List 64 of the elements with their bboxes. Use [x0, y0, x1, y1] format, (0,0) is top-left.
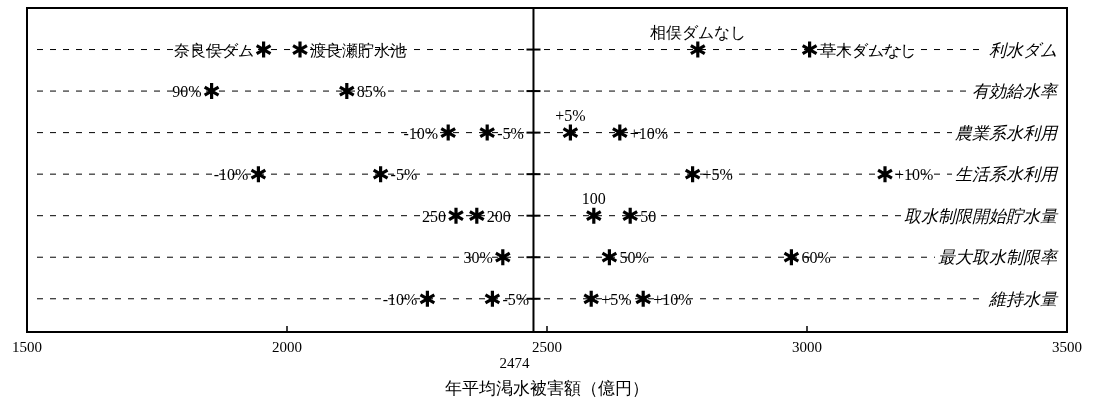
- point: [801, 39, 819, 60]
- point: [684, 164, 702, 184]
- annotation: +5%: [555, 106, 586, 124]
- point: [876, 164, 894, 184]
- point: [255, 39, 273, 60]
- point: [291, 39, 309, 60]
- annotation: 200: [486, 207, 511, 225]
- y-tick-label: 維持水量: [988, 289, 1059, 309]
- point: [582, 289, 600, 309]
- x-tick-label: 2500: [532, 339, 562, 355]
- point: [621, 206, 639, 226]
- y-tick-label: 有効給水率: [972, 82, 1059, 102]
- annotation: 渡良瀬貯水池: [310, 41, 406, 59]
- annotation: 30%: [463, 249, 493, 267]
- annotation: +10%: [895, 166, 934, 184]
- point: [782, 247, 800, 267]
- xlabel: 年平均渇水被害額（億円）: [445, 379, 649, 398]
- point: [447, 206, 465, 226]
- annotation: +5%: [601, 290, 632, 308]
- annotation: -5%: [502, 290, 530, 308]
- x-tick-label: 2000: [272, 339, 302, 355]
- annotation: 50: [640, 207, 657, 225]
- point: [634, 289, 652, 309]
- point: [494, 247, 512, 267]
- point: [600, 247, 618, 267]
- x-tick-label: 3500: [1052, 339, 1082, 355]
- point: [338, 81, 356, 101]
- y-tick-label: 取水制限開始貯水量: [904, 206, 1059, 226]
- x-tick-label: 1500: [12, 339, 42, 355]
- point: [249, 164, 267, 184]
- annotation: -5%: [497, 124, 524, 142]
- point: [478, 123, 496, 143]
- annotation: +10%: [629, 124, 669, 142]
- point: [689, 39, 707, 60]
- point: [483, 289, 501, 309]
- y-tick-label: 利水ダム: [989, 40, 1057, 60]
- annotation: 奈良俣ダム: [173, 41, 254, 59]
- annotation: 250: [422, 207, 446, 225]
- y-tick-label: 生活系水利用: [955, 165, 1059, 185]
- annotation: +5%: [702, 166, 733, 184]
- point: [418, 289, 436, 309]
- annotation: 相俣ダムなし: [649, 23, 746, 41]
- point: [585, 206, 603, 226]
- annotation: -10%: [213, 166, 249, 184]
- annotation: 50%: [619, 249, 649, 267]
- annotation: 60%: [801, 249, 831, 267]
- ref-line-label: 2474: [499, 355, 530, 371]
- annotation: -10%: [382, 290, 418, 308]
- annotation: 85%: [356, 83, 387, 101]
- point: [372, 164, 390, 184]
- annotation: 100: [581, 189, 606, 207]
- point: [561, 123, 579, 143]
- annotation: -5%: [390, 166, 418, 184]
- annotation: -10%: [403, 124, 439, 142]
- point: [203, 81, 221, 101]
- annotation: 草木ダムなし: [819, 41, 916, 59]
- annotation: +10%: [653, 290, 692, 308]
- point: [439, 123, 457, 143]
- y-tick-label: 最大取水制限率: [938, 248, 1059, 268]
- point: [468, 206, 486, 226]
- x-tick-label: 3000: [792, 339, 822, 355]
- point: [611, 123, 629, 143]
- annotation: 90%: [172, 83, 202, 101]
- y-tick-label: 農業系水利用: [955, 123, 1059, 143]
